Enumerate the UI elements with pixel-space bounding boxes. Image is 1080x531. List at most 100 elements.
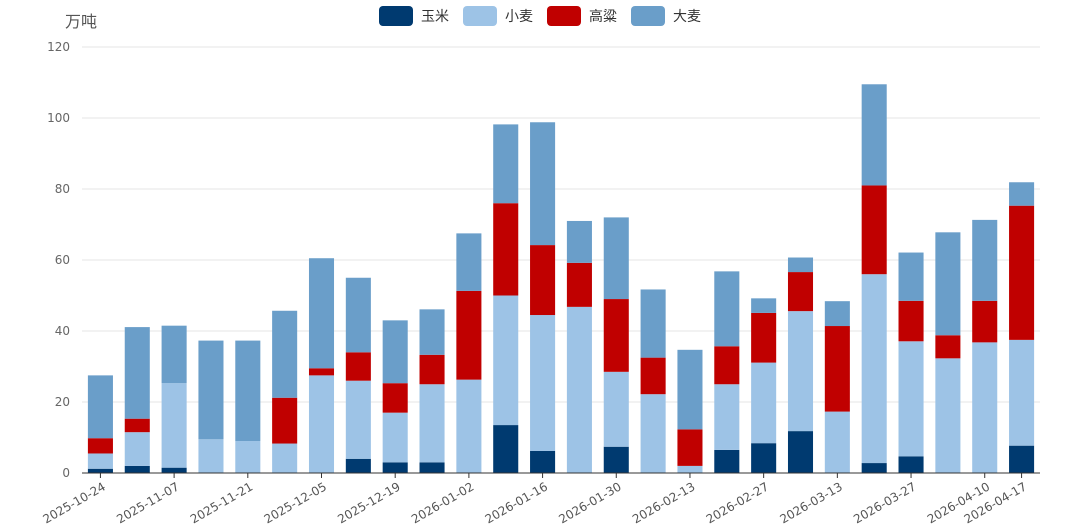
bar-segment: [1009, 445, 1035, 473]
x-tick-label: 2026-02-27: [704, 479, 771, 526]
bar-segment: [787, 311, 814, 432]
bar-segment: [235, 441, 261, 473]
bar-segment: [603, 217, 629, 300]
bar-segment: [530, 122, 556, 246]
legend-item[interactable]: 大麦: [631, 6, 701, 26]
bar-segment: [861, 185, 887, 275]
bar-segment: [87, 453, 113, 469]
bar-segment: [714, 449, 740, 473]
x-tick-label: 2026-01-30: [556, 479, 623, 526]
bar-segment: [1009, 339, 1035, 446]
bar-segment: [677, 465, 703, 473]
bar-segment: [124, 327, 150, 419]
bar-segment: [935, 232, 961, 336]
bar-segment: [898, 341, 924, 457]
bar-segment: [972, 219, 998, 301]
x-tick-label: 2026-03-27: [851, 479, 918, 526]
bar-segment: [419, 462, 445, 473]
bar-segment: [530, 245, 556, 316]
bar-segment: [751, 362, 777, 444]
bar-segment: [308, 368, 335, 376]
y-tick-label: 100: [47, 111, 70, 125]
bar-segment: [787, 272, 814, 312]
bar-segment: [456, 290, 482, 380]
bar-segment: [898, 456, 924, 473]
bar-segment: [530, 315, 556, 451]
legend-swatch: [463, 6, 497, 26]
bar-segment: [603, 299, 629, 372]
bar-segment: [345, 380, 371, 459]
y-axis-unit-label: 万吨: [65, 12, 98, 31]
bar-segment: [198, 340, 224, 440]
bar-segment: [493, 124, 519, 204]
bar-segment: [345, 458, 371, 473]
bar-segment: [861, 274, 887, 464]
x-tick-label: 2025-11-21: [188, 479, 255, 526]
x-tick-label: 2025-12-19: [335, 479, 402, 526]
bar-segment: [235, 340, 261, 442]
bar-segment: [272, 397, 298, 444]
y-tick-label: 40: [55, 324, 70, 338]
bar-segment: [898, 252, 924, 301]
bar-segment: [861, 84, 887, 186]
x-tick-label: 2025-12-05: [262, 479, 329, 526]
legend-swatch: [547, 6, 581, 26]
bar-segment: [345, 277, 371, 353]
bar-segment: [272, 443, 298, 473]
bar-segment: [603, 446, 629, 473]
legend-item[interactable]: 高粱: [547, 6, 617, 26]
bar-segment: [456, 233, 482, 291]
y-tick-label: 120: [47, 40, 70, 54]
bar-segment: [898, 300, 924, 342]
bar-segment: [87, 438, 113, 454]
bar-segment: [824, 301, 850, 327]
x-tick-label: 2026-01-02: [409, 479, 476, 526]
chart-legend: 玉米 小麦 高粱 大麦: [0, 6, 1080, 26]
bar-segment: [493, 295, 519, 426]
bar-segment: [751, 443, 777, 473]
bar-segment: [935, 335, 961, 359]
bar-segment: [935, 358, 961, 473]
bar-segment: [530, 450, 556, 473]
bar-segment: [419, 354, 445, 385]
bar-segment: [824, 326, 850, 412]
bar-segment: [124, 418, 150, 433]
bar-segment: [787, 431, 814, 473]
bar-segment: [714, 346, 740, 385]
x-tick-label: 2025-11-07: [114, 479, 181, 526]
bar-segment: [493, 203, 519, 296]
bar-segment: [751, 312, 777, 363]
bar-segment: [861, 463, 887, 473]
bar-segment: [382, 462, 408, 473]
bar-segment: [787, 257, 814, 273]
bar-segment: [345, 352, 371, 381]
bar-segment: [308, 375, 335, 473]
bar-segment: [382, 320, 408, 384]
bar-segment: [640, 394, 666, 473]
legend-item[interactable]: 小麦: [463, 6, 533, 26]
bar-segment: [308, 258, 335, 369]
bar-segment: [714, 384, 740, 450]
bar-segment: [382, 383, 408, 413]
bar-segment: [640, 289, 666, 358]
bar-segment: [87, 375, 113, 439]
bar-segment: [677, 429, 703, 466]
bar-segment: [419, 384, 445, 463]
y-tick-label: 80: [55, 182, 70, 196]
legend-item[interactable]: 玉米: [379, 6, 449, 26]
bar-segment: [272, 310, 298, 398]
bar-segment: [566, 220, 592, 263]
x-tick-label: 2026-01-16: [483, 479, 550, 526]
bar-segment: [603, 371, 629, 447]
x-tick-label: 2025-10-24: [41, 479, 108, 526]
bar-segment: [456, 379, 482, 473]
x-tick-label: 2026-02-13: [630, 479, 697, 526]
bar-segment: [566, 306, 592, 473]
y-tick-label: 20: [55, 395, 70, 409]
bar-segment: [824, 411, 850, 473]
legend-label: 高粱: [589, 9, 617, 25]
bar-segment: [161, 325, 187, 384]
legend-label: 大麦: [673, 9, 701, 25]
bar-segment: [677, 349, 703, 430]
